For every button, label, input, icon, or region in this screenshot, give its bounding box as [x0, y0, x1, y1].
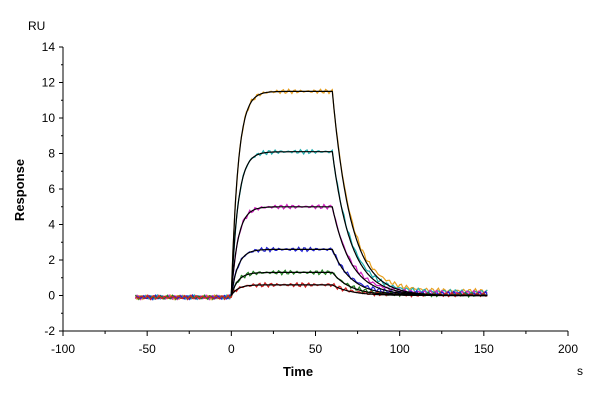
x-tick-label: 150 — [474, 342, 494, 356]
x-axis-title: Time — [283, 364, 313, 379]
x-tick-label: -100 — [51, 342, 75, 356]
y-axis-title: Response — [12, 159, 27, 221]
curves — [134, 88, 488, 301]
series-line — [135, 148, 488, 301]
x-axis-unit: s — [577, 364, 583, 378]
fit-line — [230, 90, 488, 296]
x-tick-label: 200 — [558, 342, 578, 356]
y-tick-label: 14 — [42, 40, 56, 54]
y-tick-label: 6 — [48, 182, 55, 196]
y-tick-label: 10 — [42, 111, 56, 125]
y-tick-label: 2 — [48, 253, 55, 267]
y-tick-label: 0 — [48, 289, 55, 303]
fit-line — [230, 284, 488, 297]
axes: -2 0 2 4 6 8 10 12 14 -100 -50 0 50 100 150 200 — [42, 40, 579, 356]
x-tick-label: 0 — [228, 342, 235, 356]
x-tick-label: 100 — [390, 342, 410, 356]
y-tick-label: 12 — [42, 76, 56, 90]
y-tick-label: 8 — [48, 147, 55, 161]
y-tick-label: -2 — [44, 324, 55, 338]
y-tick-label: 4 — [48, 218, 55, 232]
y-axis-unit: RU — [28, 19, 45, 33]
series-line — [135, 88, 488, 301]
x-tick-label: -50 — [138, 342, 156, 356]
x-tick-label: 50 — [309, 342, 323, 356]
